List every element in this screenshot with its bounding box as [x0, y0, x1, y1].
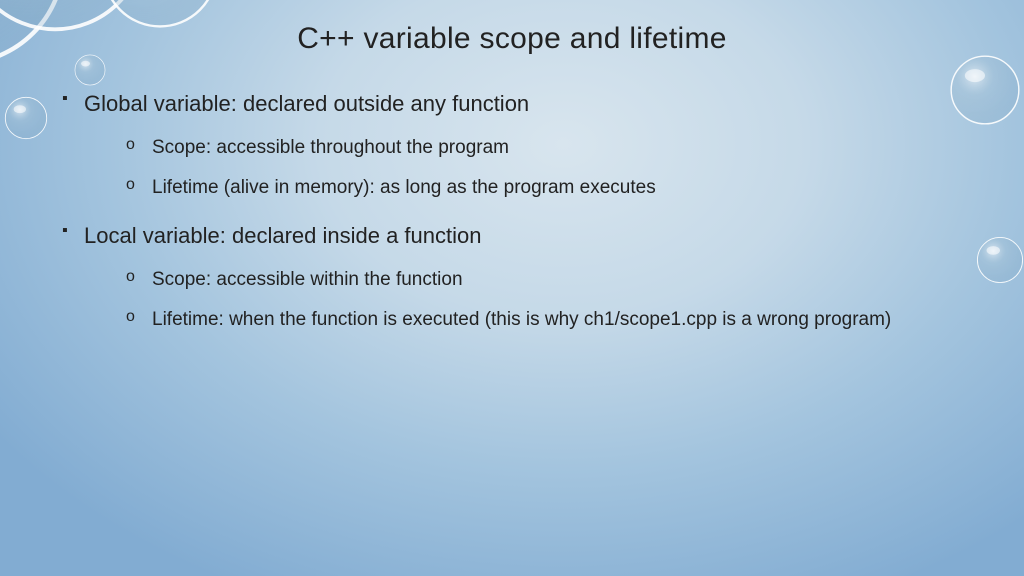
- list-item-text: Local variable: declared inside a functi…: [84, 223, 481, 248]
- list-item: Global variable: declared outside any fu…: [62, 86, 974, 206]
- slide: C++ variable scope and lifetime Global v…: [0, 0, 1024, 576]
- sub-list-item: Lifetime (alive in memory): as long as t…: [126, 171, 974, 205]
- sub-list-item: Lifetime: when the function is executed …: [126, 303, 974, 337]
- sub-list-item: Scope: accessible throughout the program: [126, 131, 974, 165]
- sub-list: Scope: accessible within the function Li…: [84, 263, 974, 337]
- list-item: Local variable: declared inside a functi…: [62, 218, 974, 338]
- sub-list-item: Scope: accessible within the function: [126, 263, 974, 297]
- sub-list: Scope: accessible throughout the program…: [84, 131, 974, 205]
- bullet-list: Global variable: declared outside any fu…: [50, 86, 974, 337]
- slide-title: C++ variable scope and lifetime: [50, 22, 974, 56]
- list-item-text: Global variable: declared outside any fu…: [84, 91, 529, 116]
